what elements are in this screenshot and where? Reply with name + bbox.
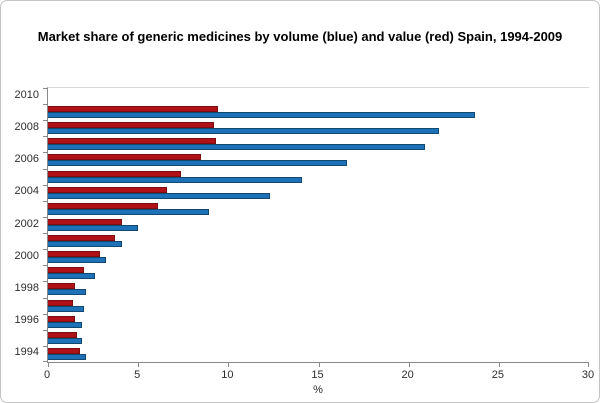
y-axis-label-2008: 2008: [14, 120, 39, 133]
x-axis-label-10: 10: [221, 369, 234, 381]
bar-value-2009: [48, 106, 218, 113]
x-axis-label-0: 0: [43, 369, 51, 381]
bar-volume-2006: [48, 160, 348, 167]
bar-volume-2004: [48, 192, 270, 199]
bar-value-1995: [48, 331, 77, 338]
bar-value-2008: [48, 122, 214, 129]
y-axis-tick: [43, 104, 48, 106]
y-axis-tick: [43, 233, 48, 235]
chart-title: Market share of generic medicines by vol…: [37, 29, 563, 44]
bar-volume-1998: [48, 289, 86, 296]
y-axis-tick: [43, 184, 48, 186]
y-axis-tick: [43, 216, 48, 218]
x-axis-label-15: 15: [311, 369, 324, 381]
x-axis-tick: [318, 362, 320, 367]
x-axis-label-20: 20: [401, 369, 414, 381]
bar-volume-1994: [48, 353, 86, 360]
bar-value-1998: [48, 283, 76, 290]
x-axis-label-5: 5: [134, 369, 141, 381]
bar-volume-1995: [48, 337, 83, 344]
x-axis-tick: [228, 362, 230, 367]
y-axis-tick: [43, 345, 48, 347]
y-axis-label-2004: 2004: [14, 185, 39, 198]
bar-volume-2002: [48, 224, 139, 231]
bar-value-2007: [48, 138, 216, 145]
bar-volume-2005: [48, 176, 303, 183]
y-axis-label-1994: 1994: [14, 346, 39, 359]
y-axis-tick: [43, 136, 48, 138]
x-axis-label-25: 25: [491, 369, 504, 381]
y-axis-tick: [43, 152, 48, 154]
bar-volume-2001: [48, 241, 122, 248]
bar-value-1997: [48, 299, 74, 306]
y-axis-tick: [43, 120, 48, 122]
y-axis-tick: [43, 168, 48, 170]
x-axis-tick: [48, 362, 49, 367]
bar-value-2005: [48, 170, 182, 177]
x-axis-unit-label: %: [313, 384, 323, 396]
bar-volume-1996: [48, 321, 83, 328]
bar-volume-2003: [48, 208, 209, 215]
plot-area: [43, 87, 589, 367]
bar-volume-2008: [48, 128, 440, 135]
bar-volume-2009: [48, 112, 476, 119]
y-axis-label-1996: 1996: [14, 314, 39, 327]
bar-value-1996: [48, 315, 76, 322]
y-axis-tick: [43, 265, 48, 267]
y-axis-tick: [43, 281, 48, 283]
x-axis-tick: [588, 362, 589, 367]
bar-value-1994: [48, 347, 81, 354]
x-axis-tick: [498, 362, 500, 367]
y-axis-tick: [43, 200, 48, 202]
bar-volume-2007: [48, 144, 425, 151]
y-axis-label-2006: 2006: [14, 153, 39, 166]
bar-value-2002: [48, 218, 122, 225]
x-axis-tick: [138, 362, 140, 367]
y-axis-label-1998: 1998: [14, 281, 39, 294]
bar-value-1999: [48, 267, 85, 274]
x-axis-label-30: 30: [581, 369, 595, 381]
bar-value-2001: [48, 235, 115, 242]
x-axis-labels: 0 5 10 15 20 25 30: [43, 369, 594, 383]
bar-value-2003: [48, 202, 158, 209]
y-axis-label-2010: 2010: [14, 88, 39, 101]
x-axis-tick: [408, 362, 410, 367]
bar-volume-2000: [48, 257, 106, 264]
y-axis-label-2000: 2000: [14, 249, 39, 262]
y-axis-labels: 2010 2008 2006 2004 2002 2000 1998 1996 1994: [3, 87, 41, 363]
y-axis-tick: [43, 297, 48, 299]
bar-volume-1999: [48, 273, 95, 280]
y-axis-tick: [43, 313, 48, 315]
y-axis-label-2002: 2002: [14, 217, 39, 230]
y-axis-tick: [43, 361, 48, 362]
bar-value-2000: [48, 251, 101, 258]
bar-value-2006: [48, 154, 202, 161]
y-axis-tick: [43, 329, 48, 331]
bar-value-2004: [48, 186, 168, 193]
bar-volume-1997: [48, 305, 85, 312]
y-axis-tick: [43, 249, 48, 251]
y-axis-tick: [43, 88, 48, 89]
